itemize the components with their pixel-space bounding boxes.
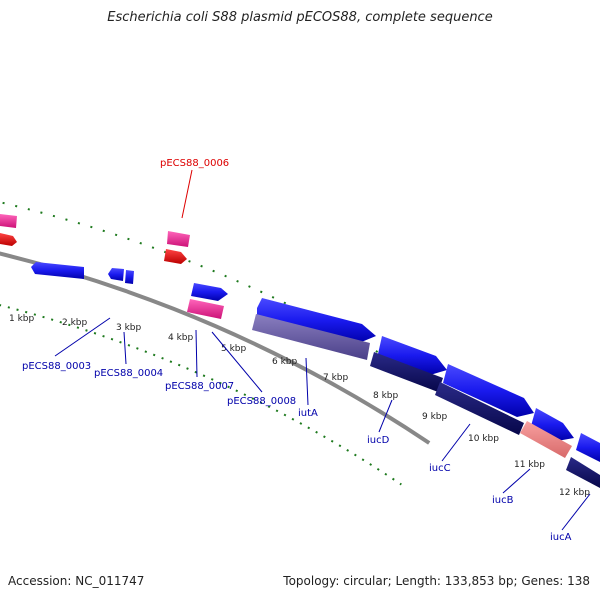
pink-feature-0006 — [167, 231, 190, 247]
forward-cds-track — [31, 262, 600, 488]
leader-iucA — [561, 493, 591, 531]
cds-iucC — [443, 364, 534, 417]
gene-label-0003: pECS88_0003 — [22, 361, 91, 372]
gene-leader-lines — [54, 169, 591, 531]
gene-label-iutA: iutA — [298, 408, 318, 419]
cds-iucD — [378, 336, 447, 375]
tick-label: 5 kbp — [221, 344, 247, 354]
gene-label-0007: pECS88_0007 — [165, 381, 234, 392]
backbone-ring — [0, 251, 431, 445]
purple-iutA — [252, 314, 370, 360]
tick-label: 1 kbp — [9, 314, 35, 324]
tick-label: 7 kbp — [323, 373, 349, 383]
red-cds-0006 — [164, 249, 187, 264]
tick-label: 9 kbp — [422, 412, 448, 422]
leader-0006 — [181, 169, 193, 219]
tick-label: 11 kbp — [514, 460, 545, 470]
navy-iucA — [566, 457, 600, 488]
cds-0003 — [31, 262, 84, 279]
cds-0007 — [191, 283, 228, 301]
leader-iutA — [305, 357, 309, 406]
cds-iutA — [257, 298, 376, 343]
navy-iucD — [370, 352, 443, 392]
salmon-iucB — [520, 421, 572, 458]
tick-label: 12 kbp — [559, 488, 590, 498]
tick-label: 6 kbp — [272, 357, 298, 367]
topology-text: Topology: circular; Length: 133,853 bp; … — [283, 574, 590, 588]
tick-label: 4 kbp — [168, 333, 194, 343]
leader-0008 — [211, 331, 263, 393]
gene-label-0008: pECS88_0008 — [227, 396, 296, 407]
leader-iucC — [441, 423, 471, 462]
tick-label: 2 kbp — [62, 318, 88, 328]
leader-0004 — [123, 331, 127, 365]
cds-0004a — [108, 268, 124, 281]
outer-features — [0, 214, 190, 264]
tick-label: 8 kbp — [373, 391, 399, 401]
cds-0004b — [125, 270, 134, 284]
tick-label: 3 kbp — [116, 323, 142, 333]
leader-iucB — [502, 468, 531, 494]
tick-label: 10 kbp — [468, 434, 499, 444]
pink-0007 — [187, 299, 224, 319]
gene-label-iucD: iucD — [367, 435, 390, 446]
cds-iucA — [576, 433, 600, 462]
cds-iucB — [531, 408, 574, 441]
leader-0003 — [54, 317, 111, 357]
accession-text: Accession: NC_011747 — [8, 574, 145, 588]
map-title: Escherichia coli S88 plasmid pECOS88, co… — [107, 10, 493, 25]
leader-iucD — [378, 399, 393, 433]
red-cds-left-edge — [0, 233, 17, 246]
gene-labels: pECS88_0006 pECS88_0003 pECS88_0004 pECS… — [22, 158, 572, 543]
pink-feature-left-edge — [0, 214, 17, 228]
gene-label-iucC: iucC — [429, 463, 451, 474]
tick-labels: 1 kbp 2 kbp 3 kbp 4 kbp 5 kbp 6 kbp 7 kbp 8 kbp… — [9, 314, 590, 498]
gene-label-iucA: iucA — [550, 532, 572, 543]
gene-label-0004: pECS88_0004 — [94, 368, 163, 379]
gene-label-0006: pECS88_0006 — [160, 158, 229, 169]
navy-iucC — [435, 382, 524, 435]
leader-0007 — [195, 329, 198, 378]
gene-label-iucB: iucB — [492, 495, 514, 506]
